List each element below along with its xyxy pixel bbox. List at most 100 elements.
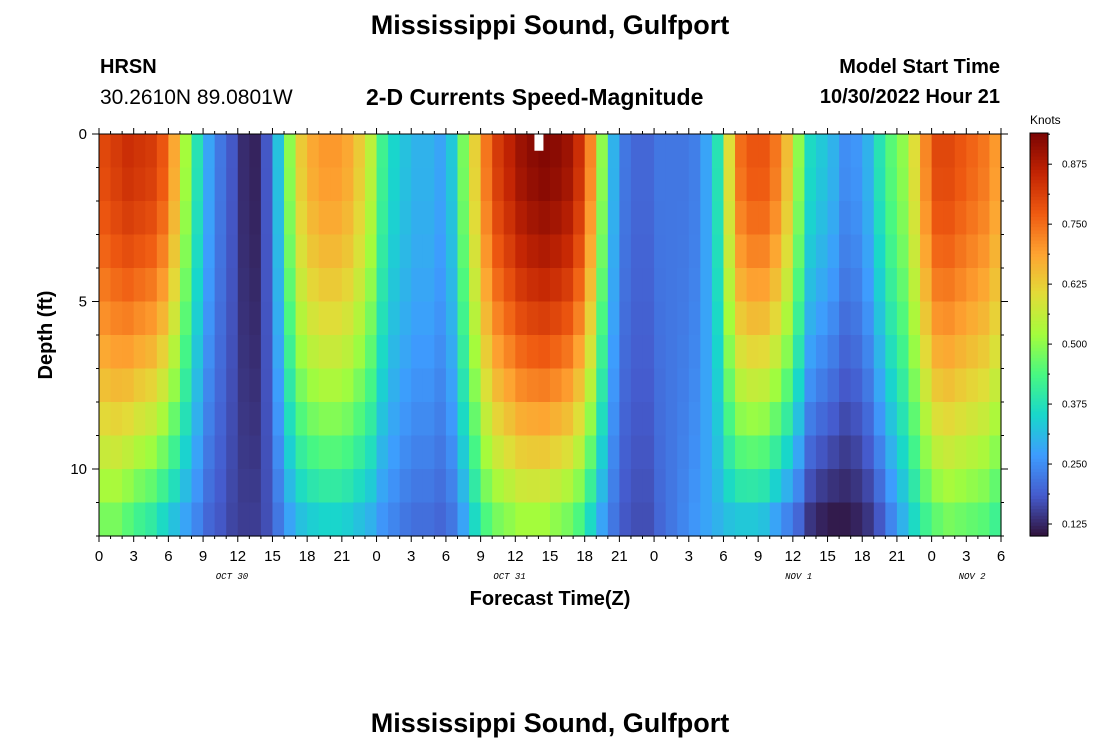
heatmap-cell xyxy=(307,268,320,303)
heatmap-cell xyxy=(515,335,528,370)
heatmap-cell xyxy=(422,167,435,202)
heatmap-cell xyxy=(168,502,181,537)
heatmap-cell xyxy=(411,201,424,236)
heatmap-cell xyxy=(376,268,389,303)
colorbar-segment xyxy=(1030,509,1048,514)
heatmap-cell xyxy=(284,368,297,403)
heatmap-cell xyxy=(665,201,678,236)
heatmap-cell xyxy=(723,234,736,269)
heatmap-cell xyxy=(434,268,447,303)
date-label: OCT 31 xyxy=(493,572,525,582)
heatmap-cell xyxy=(758,402,771,437)
heatmap-cell xyxy=(769,201,782,236)
heatmap-cell xyxy=(214,469,227,504)
colorbar-frame xyxy=(1029,132,1049,537)
colorbar-segment xyxy=(1030,448,1048,453)
heatmap-cell xyxy=(353,368,366,403)
heatmap-cell xyxy=(353,134,366,169)
heatmap-cell xyxy=(422,502,435,537)
colorbar-segment xyxy=(1030,441,1048,446)
heatmap-cell xyxy=(214,268,227,303)
heatmap-cell xyxy=(839,268,852,303)
heatmap-cell xyxy=(480,335,493,370)
heatmap-cell xyxy=(156,134,169,169)
x-tick-label: 21 xyxy=(611,548,628,565)
heatmap-cell xyxy=(307,134,320,169)
heatmap-cell xyxy=(330,402,343,437)
heatmap-cell xyxy=(954,268,967,303)
heatmap-cell xyxy=(457,368,470,403)
heatmap-cell xyxy=(642,301,655,336)
heatmap-cell xyxy=(931,435,944,470)
heatmap-cell xyxy=(920,402,933,437)
heatmap-cell xyxy=(203,402,216,437)
heatmap-cell xyxy=(677,234,690,269)
colorbar-segment xyxy=(1030,297,1048,302)
heatmap-cell xyxy=(896,234,910,269)
heatmap-cell xyxy=(769,469,782,504)
heatmap-cell xyxy=(168,469,181,504)
heatmap-cell xyxy=(515,167,528,202)
heatmap-cell xyxy=(364,469,378,504)
heatmap-cell xyxy=(503,435,516,470)
heatmap-cell xyxy=(665,402,678,437)
heatmap-cell xyxy=(503,368,516,403)
heatmap-cell xyxy=(237,368,250,403)
colorbar-segment xyxy=(1030,294,1048,299)
heatmap-cell xyxy=(607,268,620,303)
heatmap-cell xyxy=(122,234,135,269)
heatmap-cell xyxy=(677,469,690,504)
heatmap-cell xyxy=(850,435,863,470)
heatmap-cell xyxy=(550,134,563,169)
heatmap-cell xyxy=(769,268,782,303)
heatmap-cell xyxy=(885,134,898,169)
colorbar-tick-label: 0.250 xyxy=(1062,460,1087,471)
heatmap-cell xyxy=(873,134,886,169)
colorbar-segment xyxy=(1030,220,1048,225)
heatmap-cell xyxy=(434,301,447,336)
heatmap-cell xyxy=(758,435,771,470)
heatmap-cell xyxy=(515,201,528,236)
heatmap-cell xyxy=(931,134,944,169)
heatmap-cell xyxy=(364,402,378,437)
heatmap-cell xyxy=(642,502,655,537)
heatmap-cell xyxy=(885,335,898,370)
heatmap-cell xyxy=(145,335,158,370)
heatmap-cell xyxy=(364,301,378,336)
heatmap-cell xyxy=(850,502,863,537)
heatmap-cell xyxy=(873,435,886,470)
heatmap-cell xyxy=(341,201,355,236)
heatmap-cell xyxy=(469,335,482,370)
heatmap-cell xyxy=(226,335,239,370)
heatmap-cell xyxy=(746,234,759,269)
colorbar-tick-label: 0.750 xyxy=(1062,220,1087,231)
heatmap-cell xyxy=(457,502,470,537)
heatmap-cell xyxy=(295,469,308,504)
colorbar-segment xyxy=(1030,368,1048,373)
heatmap-cell xyxy=(249,268,262,303)
heatmap-cell xyxy=(758,502,771,537)
heatmap-cell xyxy=(804,502,817,537)
x-tick-label: 9 xyxy=(199,548,207,565)
heatmap-cell xyxy=(654,469,667,504)
heatmap-cell xyxy=(272,335,285,370)
heatmap-cell xyxy=(954,201,967,236)
heatmap-cell xyxy=(630,234,644,269)
heatmap-cell xyxy=(526,301,540,336)
y-tick-label: 10 xyxy=(70,461,87,478)
heatmap-cell xyxy=(954,134,967,169)
heatmap-cell xyxy=(133,469,146,504)
heatmap-cell xyxy=(214,435,227,470)
heatmap-cell xyxy=(179,234,193,269)
heatmap-cell xyxy=(943,402,956,437)
heatmap-cell xyxy=(885,502,898,537)
heatmap-cell xyxy=(538,469,551,504)
heatmap-cell xyxy=(156,301,169,336)
heatmap-cell xyxy=(445,268,459,303)
colorbar-segment xyxy=(1030,374,1048,379)
heatmap-cell xyxy=(792,134,806,169)
heatmap-cell xyxy=(284,201,297,236)
heatmap-cell xyxy=(168,234,181,269)
heatmap-cell xyxy=(735,201,748,236)
colorbar-segment xyxy=(1030,398,1048,403)
